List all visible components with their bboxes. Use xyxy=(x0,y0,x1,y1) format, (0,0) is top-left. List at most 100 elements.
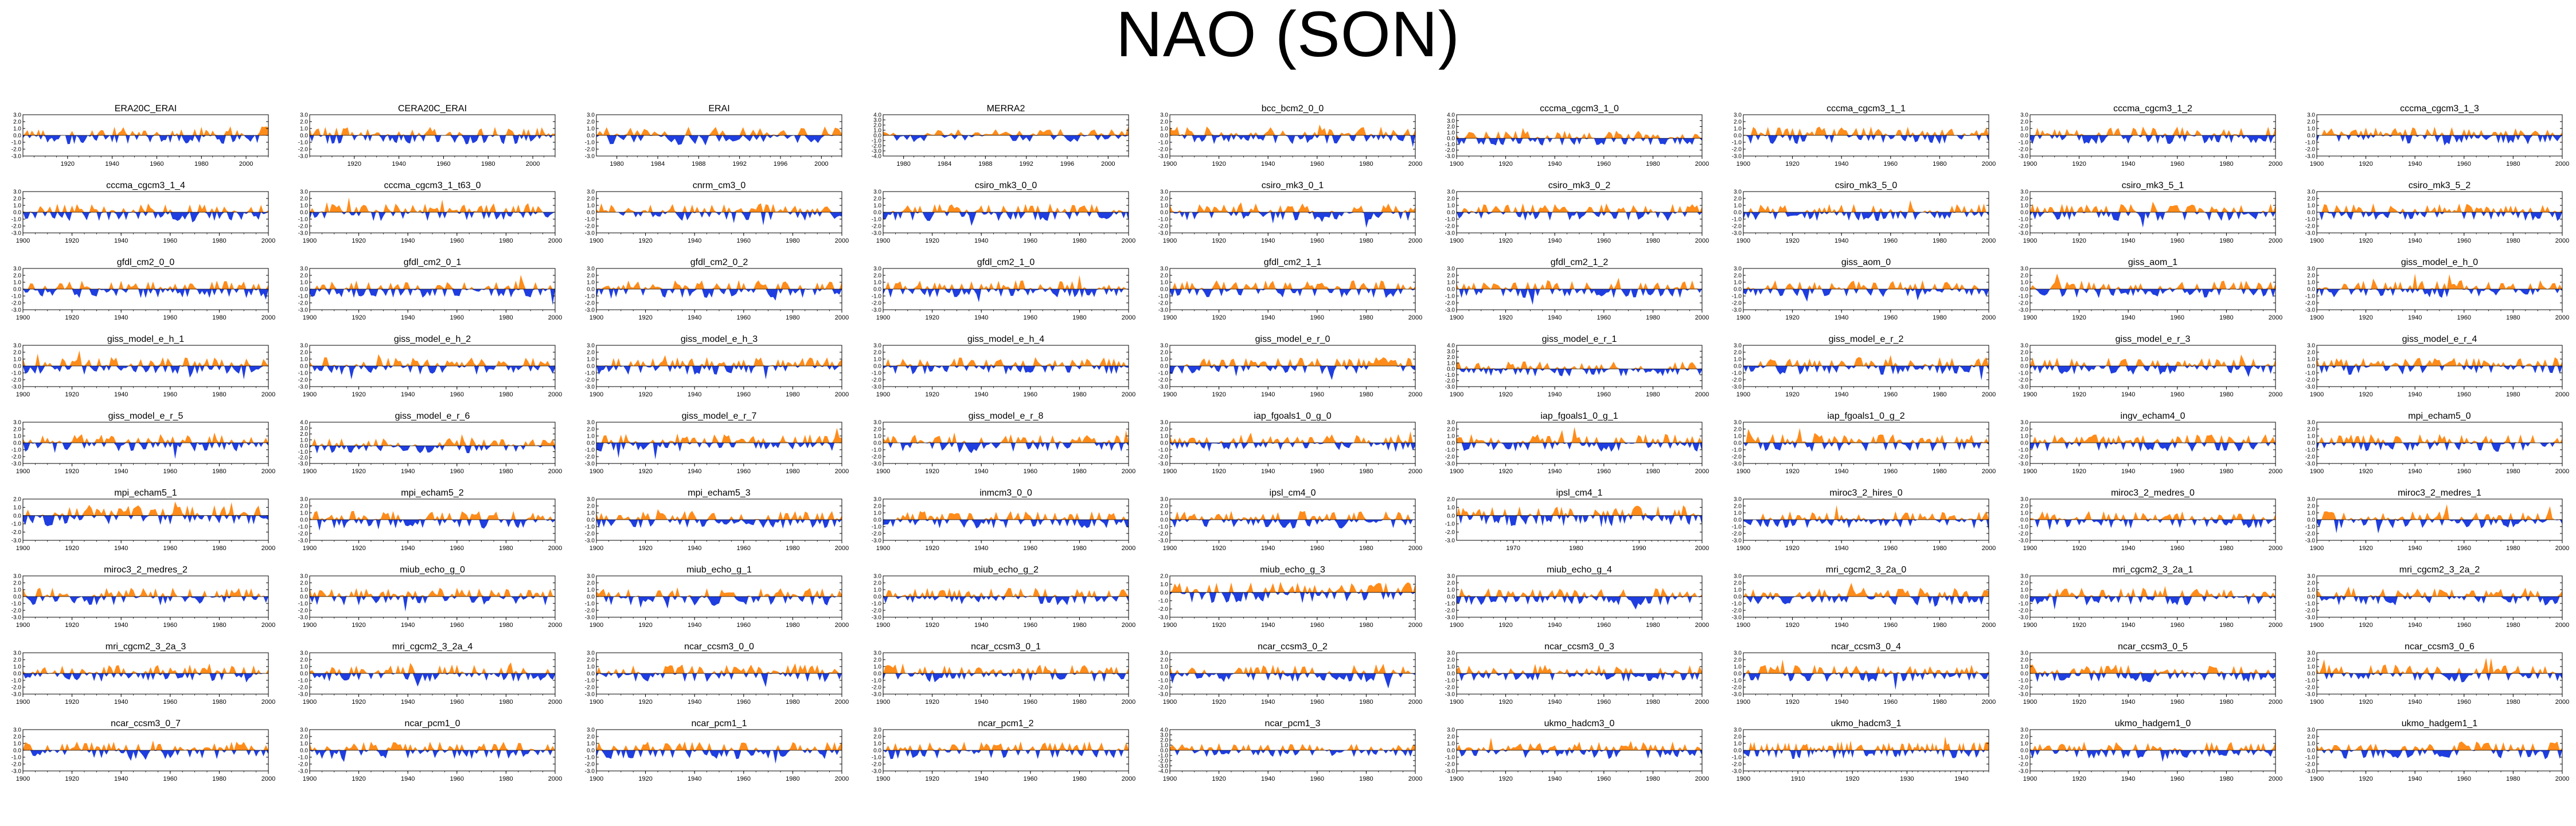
y-tick-label: -3.0 xyxy=(1445,231,1455,237)
x-tick-label: 1980 xyxy=(212,622,226,629)
negative-area xyxy=(2030,443,2276,452)
x-tick-label: 1960 xyxy=(1310,622,1324,629)
y-tick-label: 2.0 xyxy=(2020,580,2028,587)
positive-area xyxy=(883,741,1129,750)
x-tick-label: 1980 xyxy=(1072,545,1086,552)
x-tick-label: 2000 xyxy=(1695,776,1709,782)
negative-area xyxy=(310,520,555,531)
y-tick-label: 1.0 xyxy=(587,587,595,594)
y-tick-label: -3.0 xyxy=(585,461,595,467)
y-tick-label: 2.0 xyxy=(2307,196,2315,202)
x-tick-label: 1960 xyxy=(2171,237,2184,244)
y-tick-label: 1.0 xyxy=(1447,434,1455,440)
x-tick-label: 1900 xyxy=(1736,776,1750,782)
panel-title: giss_model_e_r_0 xyxy=(1255,334,1330,344)
y-tick-label: -1.0 xyxy=(872,217,882,223)
y-tick-label: -1.0 xyxy=(2019,524,2029,531)
x-tick-label: 1920 xyxy=(2359,622,2372,629)
x-tick-label: 1920 xyxy=(2072,776,2086,782)
y-tick-label: 3.0 xyxy=(1447,118,1455,124)
x-tick-label: 1940 xyxy=(2408,622,2422,629)
y-tick-label: -2.0 xyxy=(1732,147,1742,153)
y-tick-label: -2.0 xyxy=(872,531,882,537)
y-tick-label: -3.0 xyxy=(1445,384,1455,391)
x-tick-label: 1960 xyxy=(450,314,464,321)
panel-cera20c-erai: CERA20C_ERAI 3.02.01.00.0-1.0-2.0-3.0 1920… xyxy=(298,104,556,167)
x-tick-label: 1900 xyxy=(2310,622,2324,629)
y-tick-label: 3.0 xyxy=(300,497,308,503)
x-tick-label: 1940 xyxy=(974,545,988,552)
y-tick-label: 0.0 xyxy=(2020,210,2028,216)
x-tick-label: 2000 xyxy=(835,468,849,475)
x-tick-label: 1940 xyxy=(688,314,701,321)
x-tick-label: 1960 xyxy=(2171,161,2184,167)
x-tick-label: 1920 xyxy=(2072,468,2086,475)
panel-giss-model-e-r-3: giss_model_e_r_3 3.02.01.00.0-1.0-2.0-3.0… xyxy=(2019,334,2282,398)
x-tick-label: 1980 xyxy=(1646,622,1660,629)
y-tick-label: -1.0 xyxy=(1158,217,1169,223)
x-tick-label: 1920 xyxy=(2072,161,2086,167)
x-tick-label: 2000 xyxy=(2269,699,2282,706)
y-tick-label: -1.0 xyxy=(2019,678,2029,684)
negative-area xyxy=(1457,673,1702,682)
y-tick-label: 3.0 xyxy=(300,266,308,272)
negative-area xyxy=(23,673,268,683)
y-tick-label: 1.0 xyxy=(1734,126,1742,133)
panel-title: ukmo_hadgem1_1 xyxy=(2402,719,2478,728)
y-tick-label: 0.0 xyxy=(873,210,881,216)
x-tick-label: 1980 xyxy=(1646,468,1660,475)
y-tick-label: -3.0 xyxy=(1158,461,1169,467)
x-tick-label: 2000 xyxy=(1982,314,1996,321)
positive-area xyxy=(2317,203,2562,212)
x-tick-label: 1900 xyxy=(1450,699,1463,706)
x-tick-label: 1960 xyxy=(2457,237,2471,244)
y-tick-label: -2.0 xyxy=(872,608,882,614)
negative-area xyxy=(596,212,842,225)
x-tick-label: 1900 xyxy=(590,545,603,552)
negative-area xyxy=(310,446,555,454)
x-tick-label: 1900 xyxy=(876,622,890,629)
y-tick-label: -2.0 xyxy=(872,762,882,768)
x-tick-label: 1940 xyxy=(688,622,701,629)
positive-area xyxy=(1457,505,1702,516)
y-tick-label: 3.0 xyxy=(2307,266,2315,272)
x-tick-label: 1920 xyxy=(925,468,939,475)
y-tick-label: 2.0 xyxy=(873,350,881,356)
x-tick-label: 1960 xyxy=(1884,622,1898,629)
y-tick-label: 2.0 xyxy=(1160,657,1168,664)
x-tick-label: 1920 xyxy=(1845,776,1859,782)
y-tick-label: -2.0 xyxy=(585,224,595,230)
x-tick-label: 1960 xyxy=(163,391,177,398)
y-tick-label: 1.0 xyxy=(873,664,881,671)
x-tick-label: 1940 xyxy=(105,161,119,167)
x-tick-label: 1920 xyxy=(1212,622,1225,629)
y-tick-label: 0.0 xyxy=(587,210,595,216)
negative-area xyxy=(1457,515,1702,528)
positive-area xyxy=(23,432,268,443)
y-tick-label: -3.0 xyxy=(298,538,309,544)
x-tick-label: 1920 xyxy=(925,391,939,398)
x-tick-label: 2000 xyxy=(548,237,562,244)
x-tick-label: 1960 xyxy=(1024,545,1037,552)
y-tick-label: -1.0 xyxy=(298,294,309,300)
y-tick-label: 2.0 xyxy=(300,350,308,356)
y-tick-label: -2.0 xyxy=(2019,531,2029,537)
panel-miub-echo-g-1: miub_echo_g_1 3.02.01.00.0-1.0-2.0-3.0190… xyxy=(585,565,849,629)
panel-giss-model-e-h-2: giss_model_e_h_2 3.02.01.00.0-1.0-2.0-3.0… xyxy=(298,334,562,398)
y-tick-label: 1.0 xyxy=(2020,664,2028,671)
y-tick-label: 1.0 xyxy=(13,505,21,511)
y-tick-label: 2.0 xyxy=(300,657,308,664)
y-tick-label: 1.0 xyxy=(2307,126,2315,133)
y-tick-label: -3.0 xyxy=(1445,769,1455,775)
positive-area xyxy=(1170,124,1415,135)
x-tick-label: 1920 xyxy=(1212,468,1225,475)
y-tick-label: -2.0 xyxy=(11,454,22,461)
x-tick-label: 1900 xyxy=(303,237,317,244)
negative-area xyxy=(596,135,842,146)
y-tick-label: 0.0 xyxy=(300,133,308,139)
negative-area xyxy=(23,212,268,223)
x-tick-label: 1900 xyxy=(2023,391,2037,398)
y-tick-label: -3.0 xyxy=(1445,307,1455,314)
y-tick-label: 3.0 xyxy=(13,727,21,734)
x-tick-label: 1940 xyxy=(1548,314,1562,321)
